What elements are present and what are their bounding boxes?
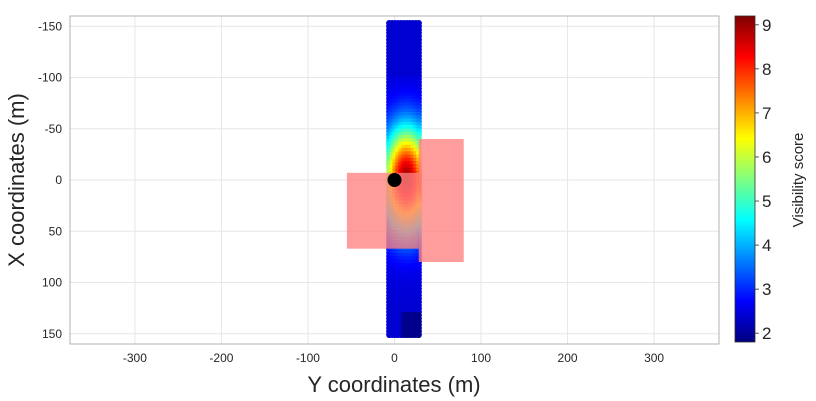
- y-tick-label: -100: [38, 71, 62, 85]
- x-axis-title: Y coordinates (m): [307, 372, 480, 397]
- tick-labels: -300 -200 -100 0 100 200 300 -150 -100 -50 0 50 100 1…: [38, 19, 664, 365]
- y-tick-label: 150: [42, 327, 62, 341]
- x-tick-label: 300: [644, 351, 664, 365]
- x-tick-label: 200: [558, 351, 578, 365]
- colorbar-tick-label: 5: [762, 192, 771, 211]
- colorbar-tick-label: 3: [762, 280, 771, 299]
- visibility-point: [415, 331, 422, 338]
- x-tick-label: -100: [296, 351, 320, 365]
- y-tick-label: 100: [42, 276, 62, 290]
- y-tick-label: 50: [49, 224, 63, 238]
- y-tick-label: 0: [55, 173, 62, 187]
- colorbar-ticks: 2 3 4 5 6 7 8 9: [755, 16, 771, 343]
- x-tick-label: -200: [209, 351, 233, 365]
- colorbar-tick-label: 4: [762, 236, 771, 255]
- colorbar-tick-label: 6: [762, 148, 771, 167]
- highlight-rectangle: [418, 139, 464, 262]
- highlight-rectangle: [346, 172, 419, 249]
- plot-border: [69, 15, 720, 345]
- x-tick-label: 0: [391, 351, 398, 365]
- x-tick-label: -300: [123, 351, 147, 365]
- colorbar-tick-label: 9: [762, 16, 771, 35]
- colorbar-title: Visibility score: [790, 133, 807, 228]
- x-tick-label: 100: [471, 351, 491, 365]
- colorbar-tick-label: 8: [762, 60, 771, 79]
- colorbar-tick-label: 2: [762, 324, 771, 343]
- y-tick-label: -50: [45, 122, 63, 136]
- y-tick-label: -150: [38, 19, 62, 33]
- data-layer: [346, 20, 464, 338]
- colorbar: [734, 15, 756, 343]
- y-axis-title: X coordinates (m): [4, 93, 29, 267]
- observer-point: [387, 173, 402, 187]
- colorbar-tick-label: 7: [762, 104, 771, 123]
